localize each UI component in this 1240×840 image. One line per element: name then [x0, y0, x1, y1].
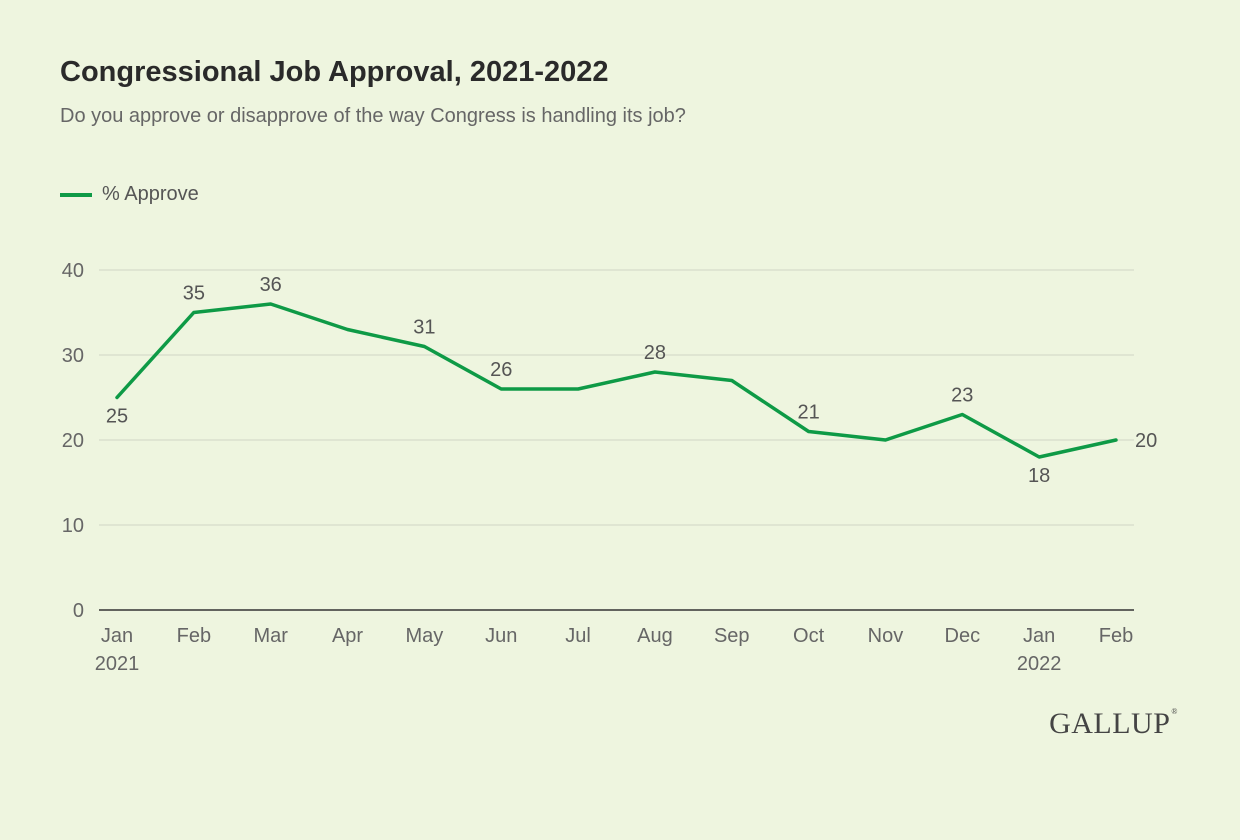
y-tick-label: 0	[73, 600, 84, 622]
x-tick-label: Feb	[177, 625, 211, 647]
x-tick-label: Jun	[485, 625, 517, 647]
gallup-logo: GALLUP®	[1049, 707, 1178, 740]
y-tick-label: 10	[62, 515, 84, 537]
x-tick-label: Apr	[332, 625, 363, 647]
legend-label: % Approve	[102, 183, 199, 205]
data-label: 36	[260, 274, 282, 296]
x-tick-label: Sep	[714, 625, 750, 647]
x-tick-year-label: 2022	[1017, 653, 1062, 675]
x-tick-label: Oct	[793, 625, 825, 647]
data-label: 23	[951, 385, 973, 407]
data-label: 20	[1135, 430, 1157, 452]
x-tick-label: Feb	[1099, 625, 1133, 647]
data-label: 26	[490, 359, 512, 381]
x-tick-label: Jul	[565, 625, 591, 647]
x-tick-label: Jan	[101, 625, 133, 647]
x-tick-label: Mar	[253, 625, 288, 647]
legend-swatch	[60, 192, 92, 197]
data-label: 28	[644, 342, 666, 364]
x-tick-label: Aug	[637, 625, 673, 647]
x-tick-year-label: 2021	[95, 653, 140, 675]
data-label: 18	[1028, 465, 1050, 487]
data-label: 21	[797, 402, 819, 424]
data-label: 31	[413, 317, 435, 339]
x-tick-label: May	[405, 625, 443, 647]
y-tick-label: 20	[62, 430, 84, 452]
chart-legend: % Approve	[60, 183, 199, 206]
series-line-approve	[115, 302, 1118, 459]
data-label: 35	[183, 283, 205, 305]
data-label: 25	[106, 406, 128, 428]
chart-subtitle: Do you approve or disapprove of the way …	[60, 105, 686, 127]
x-tick-label: Nov	[868, 625, 904, 647]
x-tick-label: Jan	[1023, 625, 1055, 647]
y-tick-label: 30	[62, 345, 84, 367]
x-tick-label: Dec	[945, 625, 981, 647]
y-tick-label: 40	[62, 260, 84, 282]
chart-title: Congressional Job Approval, 2021-2022	[60, 56, 609, 88]
